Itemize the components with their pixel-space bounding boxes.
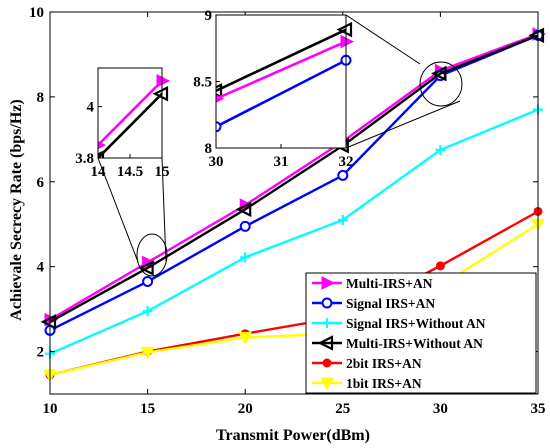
connector-line xyxy=(345,14,421,65)
inset-series xyxy=(216,28,346,133)
inset-x-tick-label: 32 xyxy=(339,154,354,170)
plot-frame xyxy=(49,11,539,395)
y-tick-label: 8 xyxy=(37,90,45,106)
inset-x-tick-label: 15 xyxy=(155,164,170,180)
connector-line xyxy=(97,157,139,263)
inset-y-tick-label: 8 xyxy=(205,141,213,157)
legend-swatch-marker xyxy=(321,276,336,290)
connector-line xyxy=(161,157,167,263)
inset-zoom-high: 30 31 32 8 8.5 9 xyxy=(193,8,355,170)
legend-entry-multi-irs-without-an: Multi-IRS+Without AN xyxy=(312,335,483,351)
data-point-multi-irs-without-an-20 xyxy=(235,201,252,218)
legend-swatch-marker xyxy=(317,335,334,351)
inset-line-multi-irs-without-an xyxy=(98,92,162,158)
legend-label: Signal IRS+AN xyxy=(346,296,435,311)
data-point-multi-irs-without-an-35 xyxy=(528,27,545,44)
inset-y-tick-label: 9 xyxy=(205,8,213,24)
series-multi-irs-without-an xyxy=(40,27,545,330)
y-tick-label: 6 xyxy=(37,175,45,191)
inset-line-multi-irs-without-an xyxy=(216,28,346,92)
inset-zoom-low: 14 14.5 15 3.8 4 xyxy=(75,67,171,180)
series-line-multi-irs-an xyxy=(49,32,539,321)
data-point-multi-irs-without-an-15 xyxy=(138,260,154,276)
legend-label: Signal IRS+Without AN xyxy=(346,316,486,331)
legend-swatch-marker xyxy=(322,318,332,328)
zoom-ellipse-low xyxy=(136,233,168,277)
series-line-signal-irs-without-an xyxy=(49,108,539,355)
data-point-multi-irs-without-an-10 xyxy=(40,314,57,330)
inset-y-tick-label: 3.8 xyxy=(75,151,94,167)
x-tick-label: 35 xyxy=(531,401,546,417)
legend-box xyxy=(305,272,537,394)
legend-label: 1bit IRS+AN xyxy=(346,376,422,391)
legend-swatch-marker xyxy=(321,297,333,309)
y-axis-label: Achievale Secrecy Rate (bps/Hz) xyxy=(8,99,25,320)
legend-entry-multi-irs-an: Multi-IRS+AN xyxy=(312,276,433,291)
data-point-1bit-irs-an-15 xyxy=(140,346,155,360)
inset-x-tick-label: 14.5 xyxy=(117,164,143,180)
x-tick-label: 25 xyxy=(335,401,350,417)
x-tick-label: 10 xyxy=(43,401,58,417)
legend-label: 2bit IRS+AN xyxy=(346,356,422,371)
inset-y-tick-label: 8.5 xyxy=(193,75,212,91)
inset-x-tick-label: 14 xyxy=(91,164,107,180)
inset-point-multi-irs-an-start xyxy=(216,94,225,103)
legend-label: Multi-IRS+Without AN xyxy=(346,336,483,351)
y-tick-label: 2 xyxy=(37,345,45,361)
inset-point-multi-irs-an-start xyxy=(98,141,107,150)
legend-entry-1bit-irs-an: 1bit IRS+AN xyxy=(312,376,422,391)
legend-entry-signal-irs-without-an: Signal IRS+Without AN xyxy=(312,316,486,331)
series-line-multi-irs-without-an xyxy=(49,34,539,323)
inset-point-multi-irs-without-an-end xyxy=(336,21,353,38)
data-point-multi-irs-without-an-30 xyxy=(430,65,447,82)
data-point-signal-irs-without-an-20 xyxy=(240,252,251,263)
inset-line-multi-irs-an xyxy=(216,40,346,100)
zoom-ellipse-high xyxy=(419,61,463,107)
y-tick-label: 10 xyxy=(29,5,44,21)
data-point-signal-irs-without-an-25 xyxy=(337,214,348,225)
inset-point-multi-irs-an-end xyxy=(340,34,355,49)
data-point-1bit-irs-an-20 xyxy=(238,332,253,345)
data-point-2bit-irs-an-30 xyxy=(435,261,445,271)
inset-point-multi-irs-an-end xyxy=(156,74,171,88)
inset-line-signal-irs-an xyxy=(216,59,346,128)
legend-entry-signal-irs-an: Signal IRS+AN xyxy=(312,296,435,311)
legend-entry-2bit-irs-an: 2bit IRS+AN xyxy=(312,356,422,371)
legend-label: Multi-IRS+AN xyxy=(346,276,433,291)
inset-series xyxy=(98,79,162,158)
zoom-connector-lines xyxy=(97,14,463,277)
data-point-signal-irs-without-an-15 xyxy=(142,306,153,317)
inset-line-multi-irs-an xyxy=(98,79,162,147)
data-point-signal-irs-without-an-30 xyxy=(435,144,446,155)
data-point-signal-irs-an-20 xyxy=(239,220,251,232)
inset-point-multi-irs-without-an-end xyxy=(152,85,169,102)
legend-swatch-marker xyxy=(322,358,332,368)
inset-point-signal-irs-an-start xyxy=(216,121,222,133)
x-tick-label: 30 xyxy=(433,401,448,417)
y-tick-label: 4 xyxy=(37,260,45,276)
legend: Multi-IRS+AN Signal IRS+AN Signal IRS+With… xyxy=(305,272,537,394)
inset-y-tick-label: 4 xyxy=(87,100,95,116)
x-tick-label: 15 xyxy=(140,401,155,417)
x-axis-label: Transmit Power(dBm) xyxy=(216,427,370,444)
connector-line xyxy=(345,100,461,149)
inset-point-multi-irs-without-an-start xyxy=(216,83,223,99)
x-tick-label: 20 xyxy=(238,401,253,417)
main-axes: 10 15 20 25 30 35 2 4 6 8 10 xyxy=(29,5,546,417)
data-point-signal-irs-an-15 xyxy=(142,276,154,288)
inset-x-tick-label: 30 xyxy=(209,154,224,170)
inset-x-tick-label: 31 xyxy=(274,154,289,170)
data-point-signal-irs-an-25 xyxy=(337,169,349,181)
legend-swatch-marker xyxy=(320,377,334,391)
